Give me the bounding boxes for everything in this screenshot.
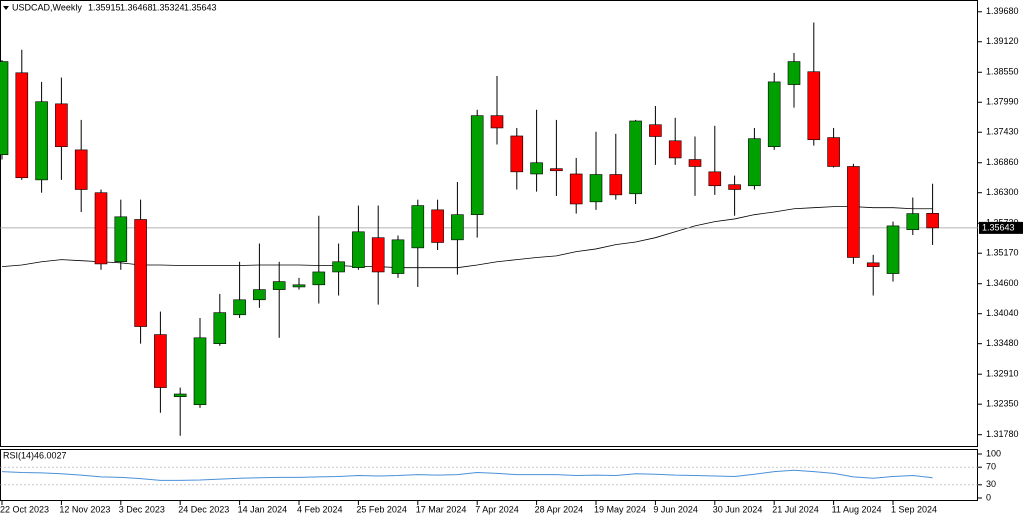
candle-body: [391, 239, 405, 274]
overlay-line: [1, 206, 933, 269]
candle-body: [886, 225, 900, 274]
candle-body: [906, 213, 920, 230]
candle-body: [748, 138, 761, 187]
candle-body: [94, 192, 108, 265]
y-tick-label: 1.34040: [986, 308, 1019, 318]
candle-body: [292, 284, 306, 288]
main-panel: [0, 0, 978, 447]
candle-body: [510, 135, 524, 173]
candle-body: [272, 281, 286, 290]
x-tick-label: 12 Nov 2023: [59, 504, 110, 514]
candle-body: [0, 61, 9, 156]
candle-body: [649, 124, 662, 137]
candle-body: [708, 171, 722, 187]
candle-body: [688, 159, 702, 167]
y-tick-label: 1.34600: [986, 278, 1019, 288]
candle-body: [451, 214, 464, 241]
close-value: 1.35643: [184, 2, 217, 12]
candle-body: [312, 271, 326, 286]
y-tick-label: 1.32910: [986, 369, 1019, 379]
candle-body: [55, 103, 68, 147]
candle-body: [134, 219, 147, 327]
y-tick-label: 1.36300: [986, 187, 1019, 197]
candle-body: [926, 213, 939, 229]
candle-body: [371, 237, 385, 273]
x-tick-label: 19 May 2024: [594, 504, 646, 514]
open-value: 1.35915: [88, 2, 121, 12]
candle-body: [550, 168, 563, 172]
candle-body: [154, 334, 167, 388]
y-tick-label: 1.33480: [986, 338, 1019, 348]
chart-title: USDCAD,Weekly: [12, 2, 82, 12]
x-tick-label: 3 Dec 2023: [119, 504, 165, 514]
candle-body: [668, 140, 682, 159]
x-tick-label: 24 Dec 2023: [178, 504, 229, 514]
rsi-panel: [0, 449, 978, 501]
x-tick-label: 28 Apr 2024: [535, 504, 584, 514]
candle-body: [787, 61, 801, 85]
x-tick-label: 25 Feb 2024: [356, 504, 407, 514]
rsi-line: [1, 469, 933, 481]
y-tick-label: 0: [986, 492, 991, 502]
candle-body: [15, 72, 29, 179]
candle-body: [253, 289, 266, 301]
y-tick-label: 1.37990: [986, 97, 1019, 107]
x-tick-label: 21 Jul 2024: [772, 504, 819, 514]
high-value: 1.36468: [120, 2, 153, 12]
candle-body: [352, 231, 365, 268]
y-tick-label: 1.32350: [986, 399, 1019, 409]
candle-body: [431, 209, 444, 243]
collapse-icon[interactable]: [3, 6, 9, 10]
x-tick-label: 14 Jan 2024: [238, 504, 288, 514]
y-tick-label: 1.39120: [986, 36, 1019, 46]
candle-body: [213, 312, 227, 344]
candle-body: [767, 81, 781, 147]
candle-body: [728, 184, 741, 190]
rsi-title: RSI(14): [3, 450, 34, 460]
price-label-bg: [979, 221, 1023, 234]
x-tick-label: 1 Sep 2024: [891, 504, 937, 514]
candle-body: [233, 299, 246, 316]
candle-body: [332, 261, 345, 273]
price-label: 1.35643: [982, 222, 1015, 232]
x-tick-label: 17 Mar 2024: [416, 504, 467, 514]
candle-body: [411, 205, 425, 249]
x-tick-label: 9 Jun 2024: [653, 504, 698, 514]
y-tick-label: 1.38550: [986, 67, 1019, 77]
candle-body: [114, 216, 128, 263]
x-tick-label: 7 Apr 2024: [475, 504, 519, 514]
candle-body: [173, 393, 187, 397]
y-tick-label: 100: [986, 448, 1001, 458]
y-tick-label: 30: [986, 479, 996, 489]
candle-body: [490, 115, 504, 129]
x-tick-label: 22 Oct 2023: [0, 504, 49, 514]
candle-body: [609, 174, 623, 196]
candle-body: [530, 162, 543, 175]
y-tick-label: 1.37430: [986, 127, 1019, 137]
y-tick-label: 1.35170: [986, 248, 1019, 258]
y-tick-label: 1.39680: [986, 6, 1019, 16]
x-tick-label: 4 Feb 2024: [297, 504, 343, 514]
candle-body: [866, 262, 880, 267]
candle-body: [569, 173, 583, 205]
y-tick-label: 70: [986, 462, 996, 472]
y-tick-label: 1.31780: [986, 429, 1019, 439]
candle-body: [193, 337, 207, 406]
candle-body: [470, 115, 484, 215]
x-tick-label: 11 Aug 2024: [832, 504, 882, 514]
candle-body: [827, 137, 840, 167]
candle-body: [35, 101, 48, 181]
candle-body: [629, 120, 642, 195]
y-tick-label: 1.36860: [986, 157, 1019, 167]
rsi-value: 46.0027: [34, 450, 67, 460]
x-tick-label: 30 Jun 2024: [713, 504, 763, 514]
candle-body: [589, 174, 603, 203]
candle-body: [807, 71, 821, 141]
candle-body: [847, 166, 860, 258]
candle-body: [74, 149, 88, 190]
low-value: 1.35324: [152, 2, 185, 12]
